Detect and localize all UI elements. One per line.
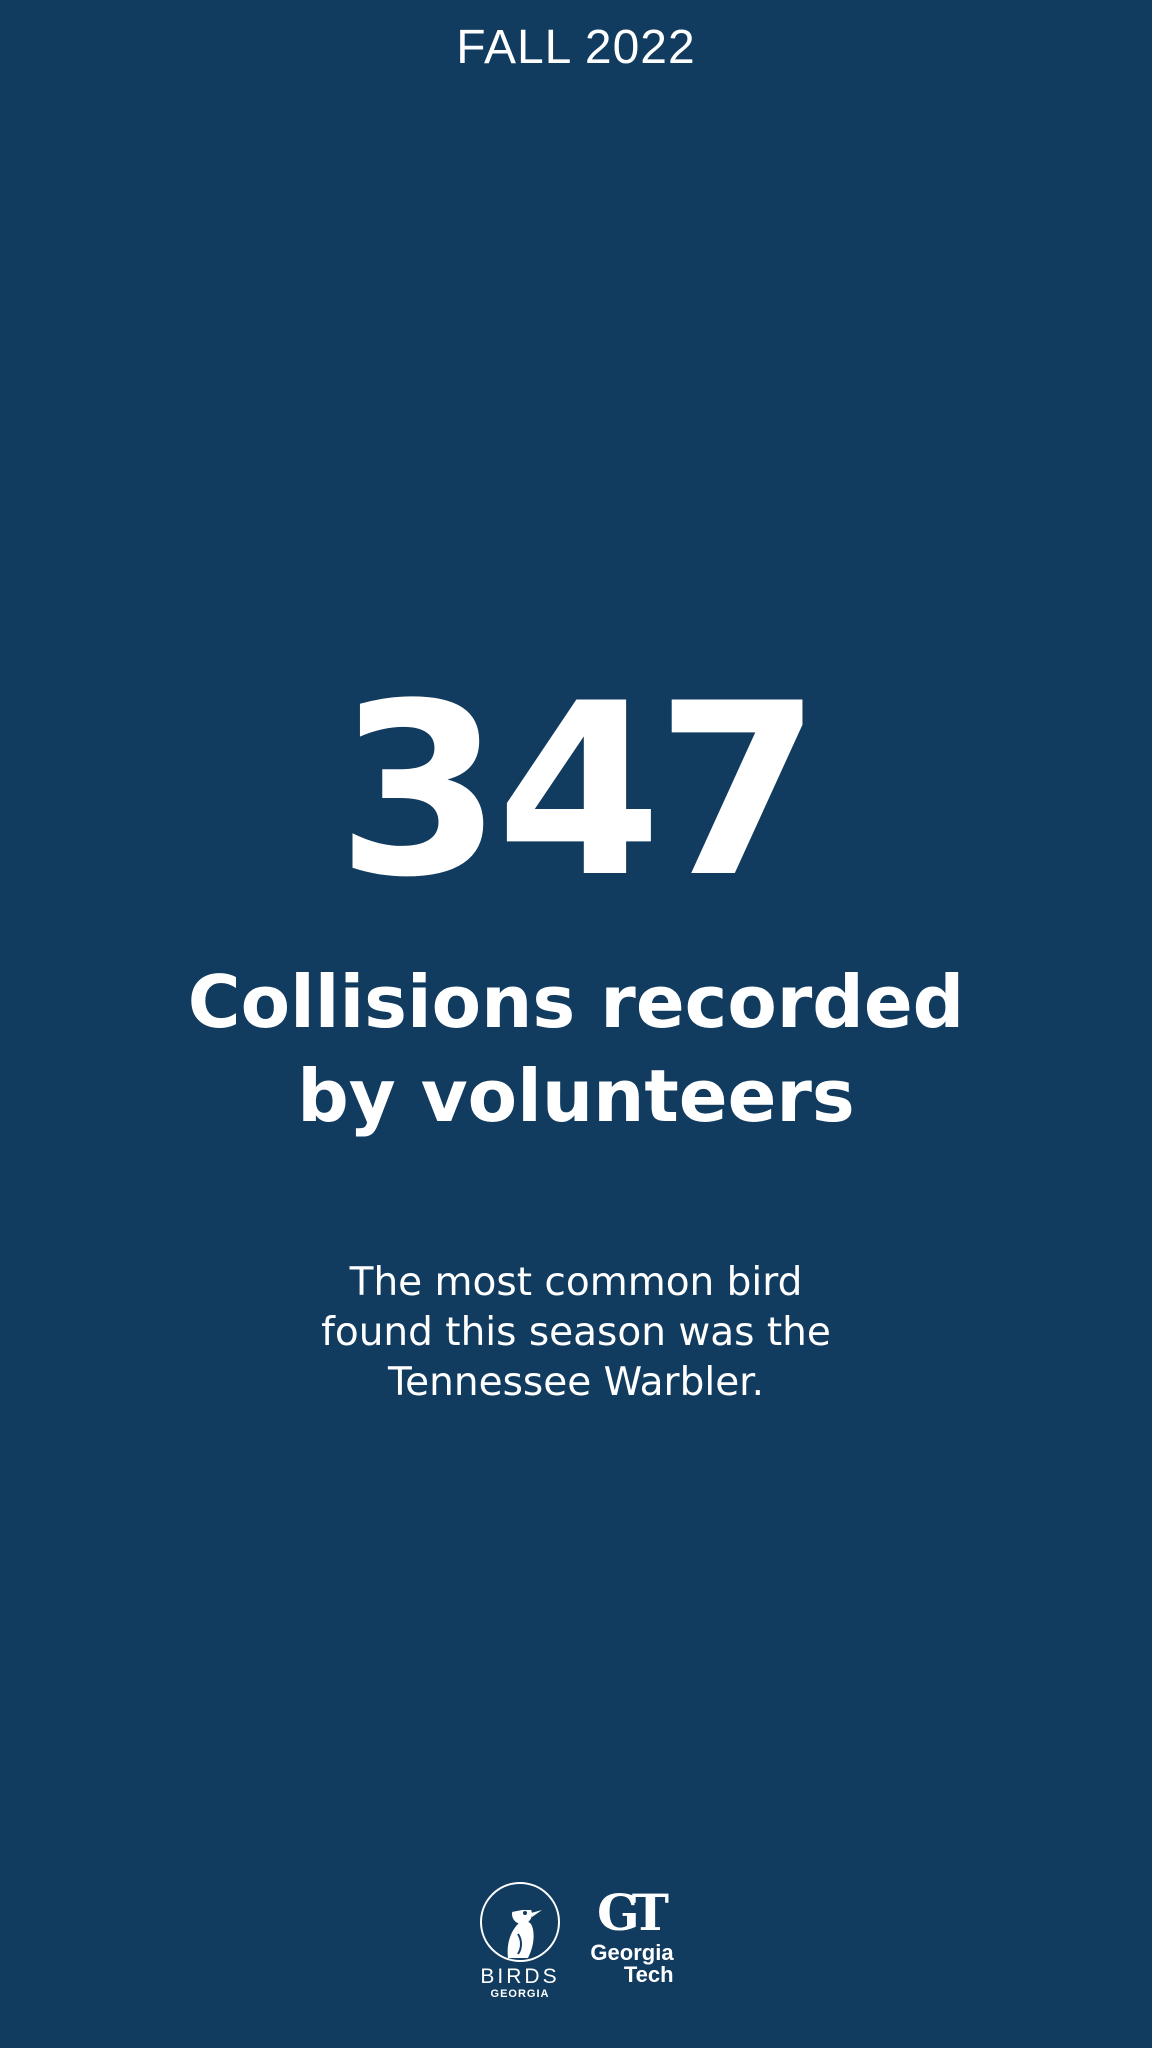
stat-headline: Collisions recorded by volunteers — [0, 955, 1152, 1143]
common-bird-text: The most common bird found this season w… — [0, 1258, 1152, 1408]
common-bird-line-2: found this season was the — [321, 1310, 831, 1355]
common-bird-line-3: Tennessee Warbler. — [387, 1360, 765, 1405]
birds-georgia-logo: BIRDS GEORGIA — [478, 1880, 562, 2000]
stat-headline-line-2: by volunteers — [297, 1054, 855, 1138]
bird-circle-icon — [480, 1882, 560, 1962]
season-label: FALL 2022 — [456, 21, 696, 74]
birds-wordmark: BIRDS — [480, 1965, 560, 1988]
georgia-tech-wordmark: Georgia Tech — [590, 1942, 673, 1986]
georgia-tech-logo: GT Georgia Tech — [590, 1880, 674, 1986]
collision-count: 347 — [336, 653, 822, 930]
gt-monogram: GT — [597, 1883, 669, 1942]
gt-word-line-2: Tech — [623, 1962, 674, 1987]
partner-logos: BIRDS GEORGIA GT Georgia Tech — [0, 1880, 1152, 2000]
common-bird-line-1: The most common bird — [349, 1260, 803, 1305]
gt-word-line-1: Georgia — [590, 1940, 674, 1965]
birds-region: GEORGIA — [490, 1988, 550, 2000]
stat-headline-line-1: Collisions recorded — [187, 960, 965, 1044]
